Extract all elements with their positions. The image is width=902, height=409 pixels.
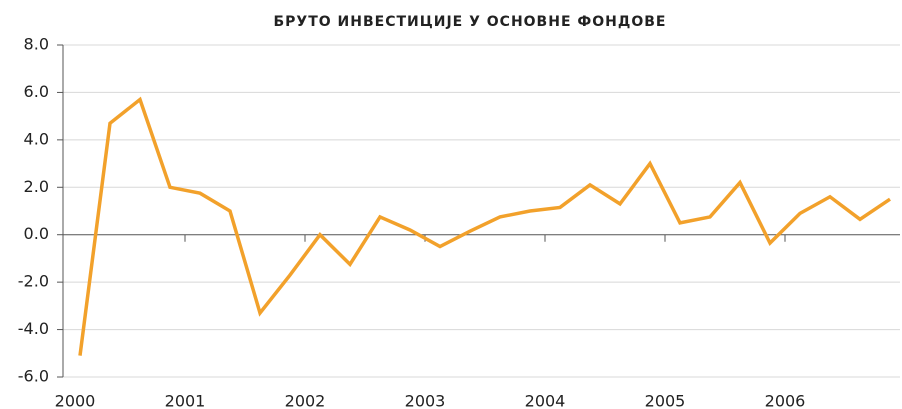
x-tick-label: 2004 [525,392,566,409]
x-tick-label: 2002 [285,392,326,409]
y-tick-label: -2.0 [18,272,49,291]
x-tick-label: 2000 [55,392,96,409]
y-tick-label: 8.0 [24,35,49,54]
y-tick-label: 4.0 [24,129,49,148]
chart-title: БРУТО ИНВЕСТИЦИЈЕ У ОСНОВНЕ ФОНДОВЕ [273,14,666,30]
line [78,96,891,356]
y-tick-label: 0.0 [24,224,49,243]
y-tick-label: -6.0 [18,367,49,386]
x-tick-label: 2006 [765,392,806,409]
y-tick-label: 6.0 [24,82,49,101]
x-tick-label: 2005 [645,392,686,409]
y-tick-label: -4.0 [18,319,49,338]
x-tick-label: 2003 [405,392,446,409]
y-tick-label: 2.0 [24,177,49,196]
x-tick-label: 2001 [165,392,206,409]
